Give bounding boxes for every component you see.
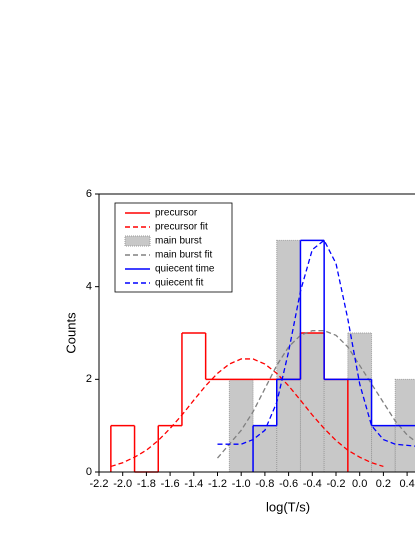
y-axis-title: Counts	[63, 312, 78, 354]
x-tick-label: 0.0	[352, 478, 367, 490]
fit-curve	[217, 330, 415, 459]
legend-label: main burst	[155, 236, 202, 247]
bar	[347, 332, 373, 473]
bar	[299, 332, 325, 473]
x-tick-label: -1.4	[184, 478, 203, 490]
x-tick-label: -0.4	[303, 478, 322, 490]
x-tick-label: -0.6	[279, 478, 298, 490]
fit-curve	[217, 239, 415, 447]
legend-label: quiecent time	[155, 264, 215, 275]
x-axis-title: log(T/s)	[266, 499, 310, 514]
x-tick-label: -1.6	[161, 478, 180, 490]
bar	[228, 378, 254, 473]
legend-label: quiecent fit	[155, 278, 204, 289]
y-tick-label: 4	[86, 281, 92, 293]
x-tick-label: -0.2	[327, 478, 346, 490]
legend-label: main burst fit	[155, 250, 212, 261]
x-tick-label: -0.8	[255, 478, 274, 490]
y-tick-label: 2	[86, 373, 92, 385]
y-tick-label: 6	[86, 188, 92, 200]
x-tick-label: 0.4	[399, 478, 414, 490]
x-tick-label: -2.2	[90, 478, 109, 490]
x-tick-label: 0.2	[376, 478, 391, 490]
legend-swatch	[124, 235, 151, 247]
x-tick-label: -1.8	[137, 478, 156, 490]
bar	[323, 378, 349, 473]
bar	[276, 239, 301, 473]
x-tick-label: -1.0	[232, 478, 251, 490]
x-tick-label: -2.0	[113, 478, 132, 490]
fit-curve	[110, 358, 384, 468]
y-tick-label: 0	[86, 466, 92, 478]
bar	[252, 425, 278, 473]
legend-box	[114, 202, 233, 293]
bar	[371, 425, 396, 473]
legend-label: precursor	[155, 208, 198, 219]
x-tick-label: -1.2	[208, 478, 227, 490]
legend-label: precursor fit	[155, 222, 208, 233]
